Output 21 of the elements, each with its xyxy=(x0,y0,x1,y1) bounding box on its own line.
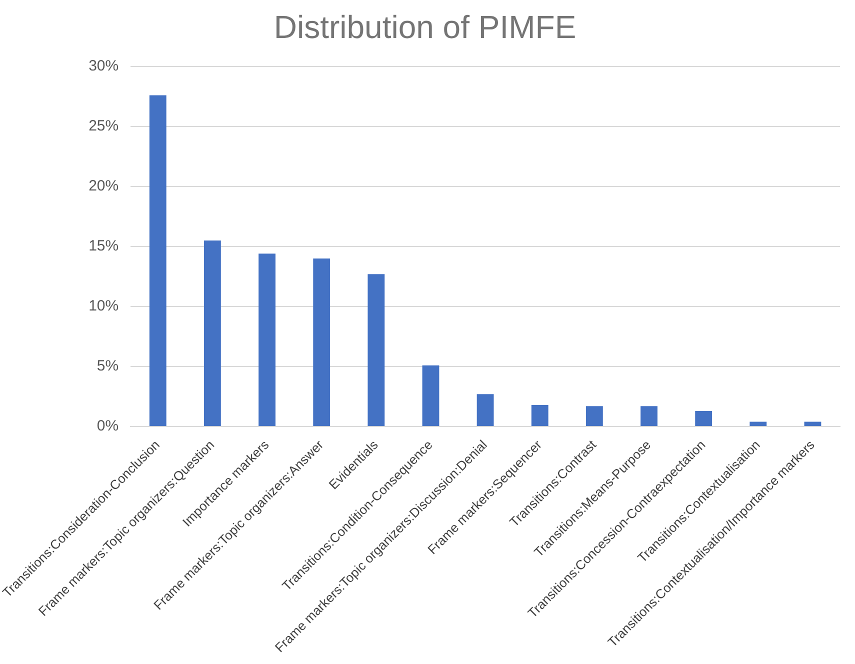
y-tick-label: 10% xyxy=(88,298,119,315)
y-tick-label: 5% xyxy=(96,358,119,375)
bar xyxy=(149,95,166,426)
bar xyxy=(804,422,822,426)
bar xyxy=(258,254,276,426)
bar xyxy=(368,274,385,426)
bar xyxy=(531,404,548,426)
y-tick-label: 30% xyxy=(88,58,119,75)
chart-title: Distribution of PIMFE xyxy=(274,9,576,46)
bar xyxy=(695,410,712,426)
bar xyxy=(586,406,603,426)
bar xyxy=(422,365,440,426)
y-tick-label: 20% xyxy=(88,178,119,195)
bar xyxy=(476,394,494,426)
y-tick-label: 0% xyxy=(96,418,119,435)
y-tick-label: 25% xyxy=(88,118,119,135)
bar xyxy=(750,422,767,426)
bar xyxy=(313,258,330,426)
bar xyxy=(640,406,658,426)
y-tick-label: 15% xyxy=(88,238,119,255)
bar xyxy=(204,240,221,426)
